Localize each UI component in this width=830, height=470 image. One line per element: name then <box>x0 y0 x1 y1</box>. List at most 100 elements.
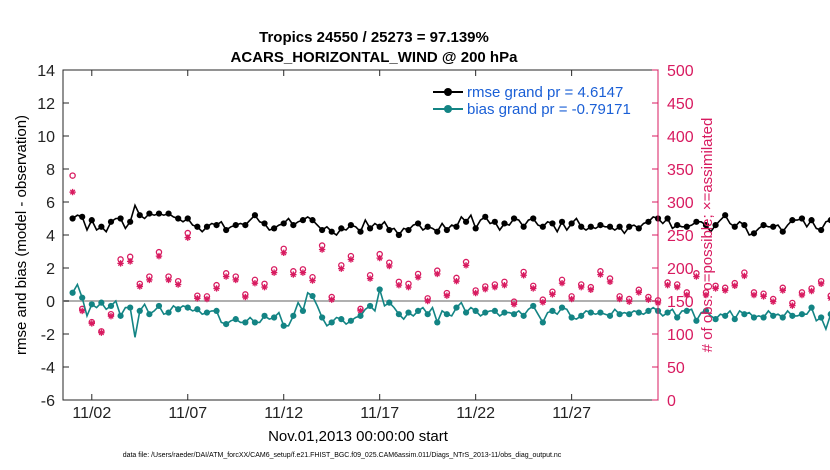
bias-point <box>808 304 815 311</box>
rmse-point <box>434 228 441 235</box>
rmse-point <box>261 220 268 227</box>
rmse-point <box>578 223 585 230</box>
rmse-point <box>146 210 153 217</box>
bias-point <box>770 312 777 319</box>
bias-point <box>213 307 220 314</box>
rmse-point <box>357 228 364 235</box>
bias-point <box>702 307 710 314</box>
bias-point <box>626 311 633 318</box>
bias-point <box>827 311 830 318</box>
assimilated-obs-point <box>606 278 614 286</box>
rmse-point <box>472 225 479 232</box>
bias-point <box>290 312 297 319</box>
x-tick-label: 11/27 <box>552 405 591 422</box>
assimilated-obs-point <box>453 278 460 285</box>
y2-tick-label: 50 <box>667 360 685 377</box>
assimilated-obs-point <box>462 262 470 269</box>
rmse-point <box>587 223 594 230</box>
bias-point <box>223 321 230 328</box>
bias-point <box>731 316 738 323</box>
bias-point <box>750 314 758 321</box>
x-tick-label: 11/02 <box>72 405 111 422</box>
assimilated-obs-point <box>414 274 422 281</box>
assimilated-obs-point <box>386 262 393 270</box>
assimilated-obs-point <box>626 298 633 305</box>
y2-tick-label: 300 <box>667 195 694 212</box>
bias-point <box>683 307 690 314</box>
bias-point <box>539 319 546 326</box>
y-tick-label: 2 <box>46 261 55 278</box>
rmse-point <box>693 218 700 225</box>
bias-point <box>251 319 259 326</box>
rmse-point <box>319 226 326 234</box>
rmse-point <box>722 212 729 219</box>
y2-tick-label: 0 <box>667 393 676 410</box>
assimilated-obs-point <box>126 258 134 265</box>
rmse-point <box>731 223 738 230</box>
bias-point <box>818 314 825 321</box>
bias-point <box>443 311 450 318</box>
rmse-point <box>88 217 95 224</box>
bias-point <box>395 311 402 318</box>
assimilated-obs-point <box>558 279 566 287</box>
bias-point <box>693 317 700 324</box>
bias-point <box>568 314 575 321</box>
bias-point <box>491 307 498 314</box>
rmse-point <box>501 220 508 227</box>
x-axis-ticks: 11/02 11/07 11/12 11/17 11/22 11/27 <box>72 70 591 422</box>
y2-tick-label: 400 <box>667 129 694 146</box>
assimilated-obs-point <box>597 271 604 278</box>
chart-subtitle: ACARS_HORIZONTAL_WIND @ 200 hPa <box>231 49 519 66</box>
bias-point <box>242 319 249 326</box>
bias-point <box>232 316 239 323</box>
bias-point <box>453 304 460 311</box>
assimilated-obs-point <box>376 254 383 262</box>
assimilated-obs-point <box>808 287 815 295</box>
rmse-point <box>626 223 633 230</box>
bias-point <box>472 307 479 314</box>
y-tick-label: 10 <box>37 129 55 146</box>
bias-point <box>194 306 201 313</box>
assimilated-obs-point <box>146 276 153 284</box>
rmse-point <box>175 215 182 222</box>
assimilated-obs-point <box>184 234 191 241</box>
y2-tick-label: 250 <box>667 228 694 245</box>
bias-point <box>299 307 307 314</box>
y-tick-label: 12 <box>37 96 55 113</box>
rmse-point <box>798 215 806 222</box>
bias-point <box>789 312 796 319</box>
assimilated-obs-point <box>712 285 719 292</box>
rmse-point <box>309 217 316 224</box>
bias-point <box>741 311 748 318</box>
rmse-point <box>98 223 105 230</box>
rmse-point <box>683 223 690 230</box>
rmse-point <box>510 215 518 222</box>
x-axis-label: Nov.01,2013 00:00:00 start <box>268 428 449 445</box>
y2-tick-label: 350 <box>667 162 694 179</box>
bias-point <box>635 309 642 316</box>
bias-point <box>338 316 345 323</box>
rmse-point <box>414 220 422 227</box>
assimilated-obs-point <box>328 296 335 303</box>
bias-point <box>280 322 287 329</box>
bias-point <box>155 302 163 310</box>
legend-rmse-marker <box>444 88 452 96</box>
bias-point <box>117 312 124 319</box>
rmse-point <box>280 220 287 227</box>
bias-point <box>98 299 105 306</box>
possible-obs-point <box>69 172 76 179</box>
y2-axis-ticks: 0 50 100 150 200 250 300 350 400 450 500 <box>652 63 694 410</box>
bias-point <box>587 309 594 316</box>
bias-point <box>722 312 729 319</box>
rmse-point <box>213 222 220 229</box>
bias-point <box>424 311 431 318</box>
assimilated-obs-point <box>318 246 326 253</box>
assimilated-obs-point <box>280 249 287 257</box>
assimilated-obs-point <box>242 293 249 301</box>
y2-axis-label: # of obs: o=possible; ×=assimilated <box>699 118 716 353</box>
assimilated-obs-point <box>645 296 652 303</box>
assimilated-obs-point <box>270 269 278 276</box>
y-tick-label: -2 <box>41 327 55 344</box>
assimilated-obs-point <box>69 188 76 196</box>
